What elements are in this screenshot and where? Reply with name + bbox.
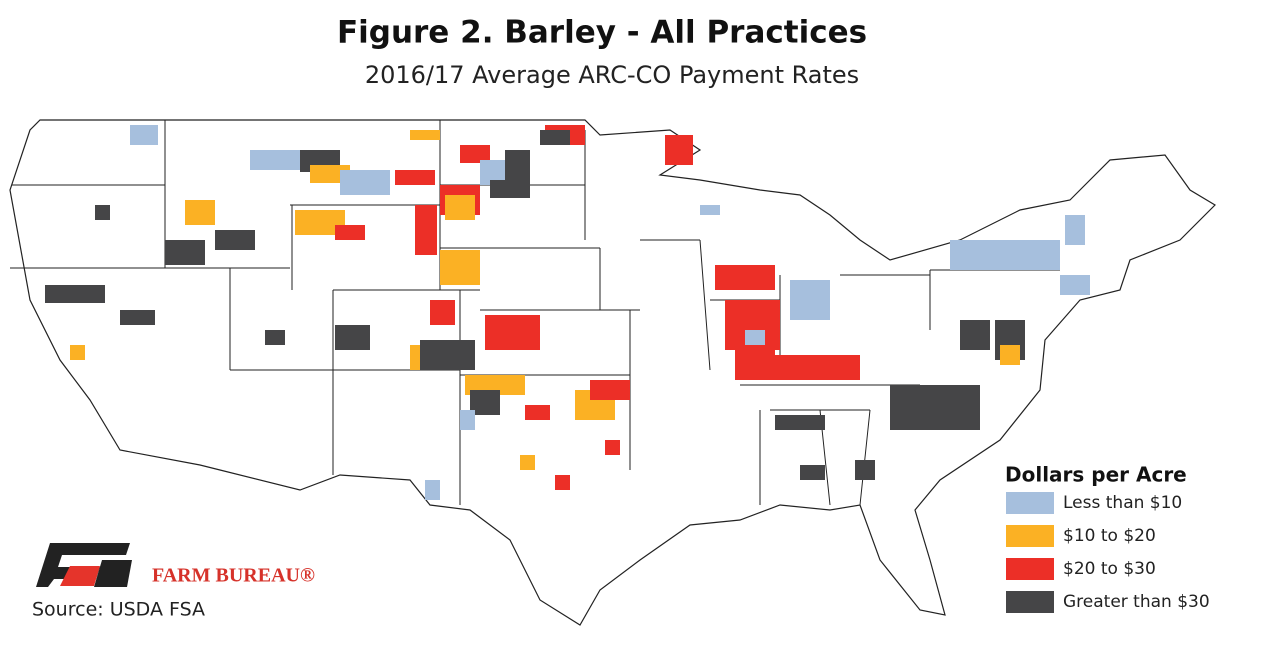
county-region <box>520 455 535 470</box>
county-region <box>1060 275 1090 295</box>
county-region <box>395 170 435 185</box>
county-region <box>430 300 455 325</box>
county-region <box>605 440 620 455</box>
county-region <box>760 355 860 380</box>
county-region <box>70 345 85 360</box>
county-region <box>130 125 158 145</box>
logo-stripe <box>60 566 100 586</box>
county-region <box>460 145 490 163</box>
county-region <box>95 205 110 220</box>
county-region <box>490 180 530 198</box>
county-region <box>555 475 570 490</box>
county-region <box>665 135 693 165</box>
county-region <box>440 250 480 285</box>
county-region <box>485 315 540 350</box>
legend-swatch <box>1006 558 1054 580</box>
legend-label: $20 to $30 <box>1063 559 1156 579</box>
county-region <box>250 150 300 170</box>
legend-title: Dollars per Acre <box>1005 463 1187 487</box>
legend-label: Less than $10 <box>1063 493 1182 513</box>
county-region <box>335 225 365 240</box>
county-region <box>410 130 440 140</box>
us-map <box>9 119 1216 626</box>
county-region <box>335 325 370 350</box>
county-region <box>340 170 390 195</box>
county-region <box>265 330 285 345</box>
county-region <box>950 240 1060 270</box>
legend-swatch <box>1006 492 1054 514</box>
county-region <box>525 405 550 420</box>
county-region <box>790 280 830 320</box>
logo-mark <box>36 543 130 587</box>
county-region <box>165 240 205 265</box>
us-outline <box>9 119 1216 626</box>
county-region <box>960 320 990 350</box>
county-region <box>460 410 475 430</box>
county-region <box>855 460 875 480</box>
legend-swatch <box>1006 591 1054 613</box>
county-region <box>890 385 980 430</box>
logo: FARM BUREAU® <box>36 543 315 587</box>
legend: Dollars per Acre Less than $10 $10 to $20… <box>1005 463 1210 613</box>
county-region <box>715 265 775 290</box>
county-region <box>800 465 825 480</box>
county-region <box>540 130 570 145</box>
county-region <box>185 200 215 225</box>
subtitle: 2016/17 Average ARC-CO Payment Rates <box>365 61 859 89</box>
county-region <box>745 330 765 345</box>
legend-swatch <box>1006 525 1054 547</box>
county-region <box>775 415 815 430</box>
county-region <box>700 205 720 215</box>
county-region <box>45 285 105 303</box>
legend-label: Greater than $30 <box>1063 592 1210 612</box>
county-region <box>415 205 437 255</box>
county-region <box>1000 345 1020 365</box>
logo-text: FARM BUREAU® <box>152 565 315 587</box>
county-region <box>590 380 630 400</box>
legend-label: $10 to $20 <box>1063 526 1156 546</box>
source: Source: USDA FSA <box>32 599 205 621</box>
logo-mark-b <box>94 560 132 587</box>
county-region <box>1065 215 1085 245</box>
county-region <box>505 150 530 180</box>
county-region <box>425 480 440 500</box>
title: Figure 2. Barley - All Practices <box>337 15 867 51</box>
county-region <box>120 310 155 325</box>
county-region <box>445 195 475 220</box>
county-region <box>215 230 255 250</box>
county-region <box>420 340 475 370</box>
